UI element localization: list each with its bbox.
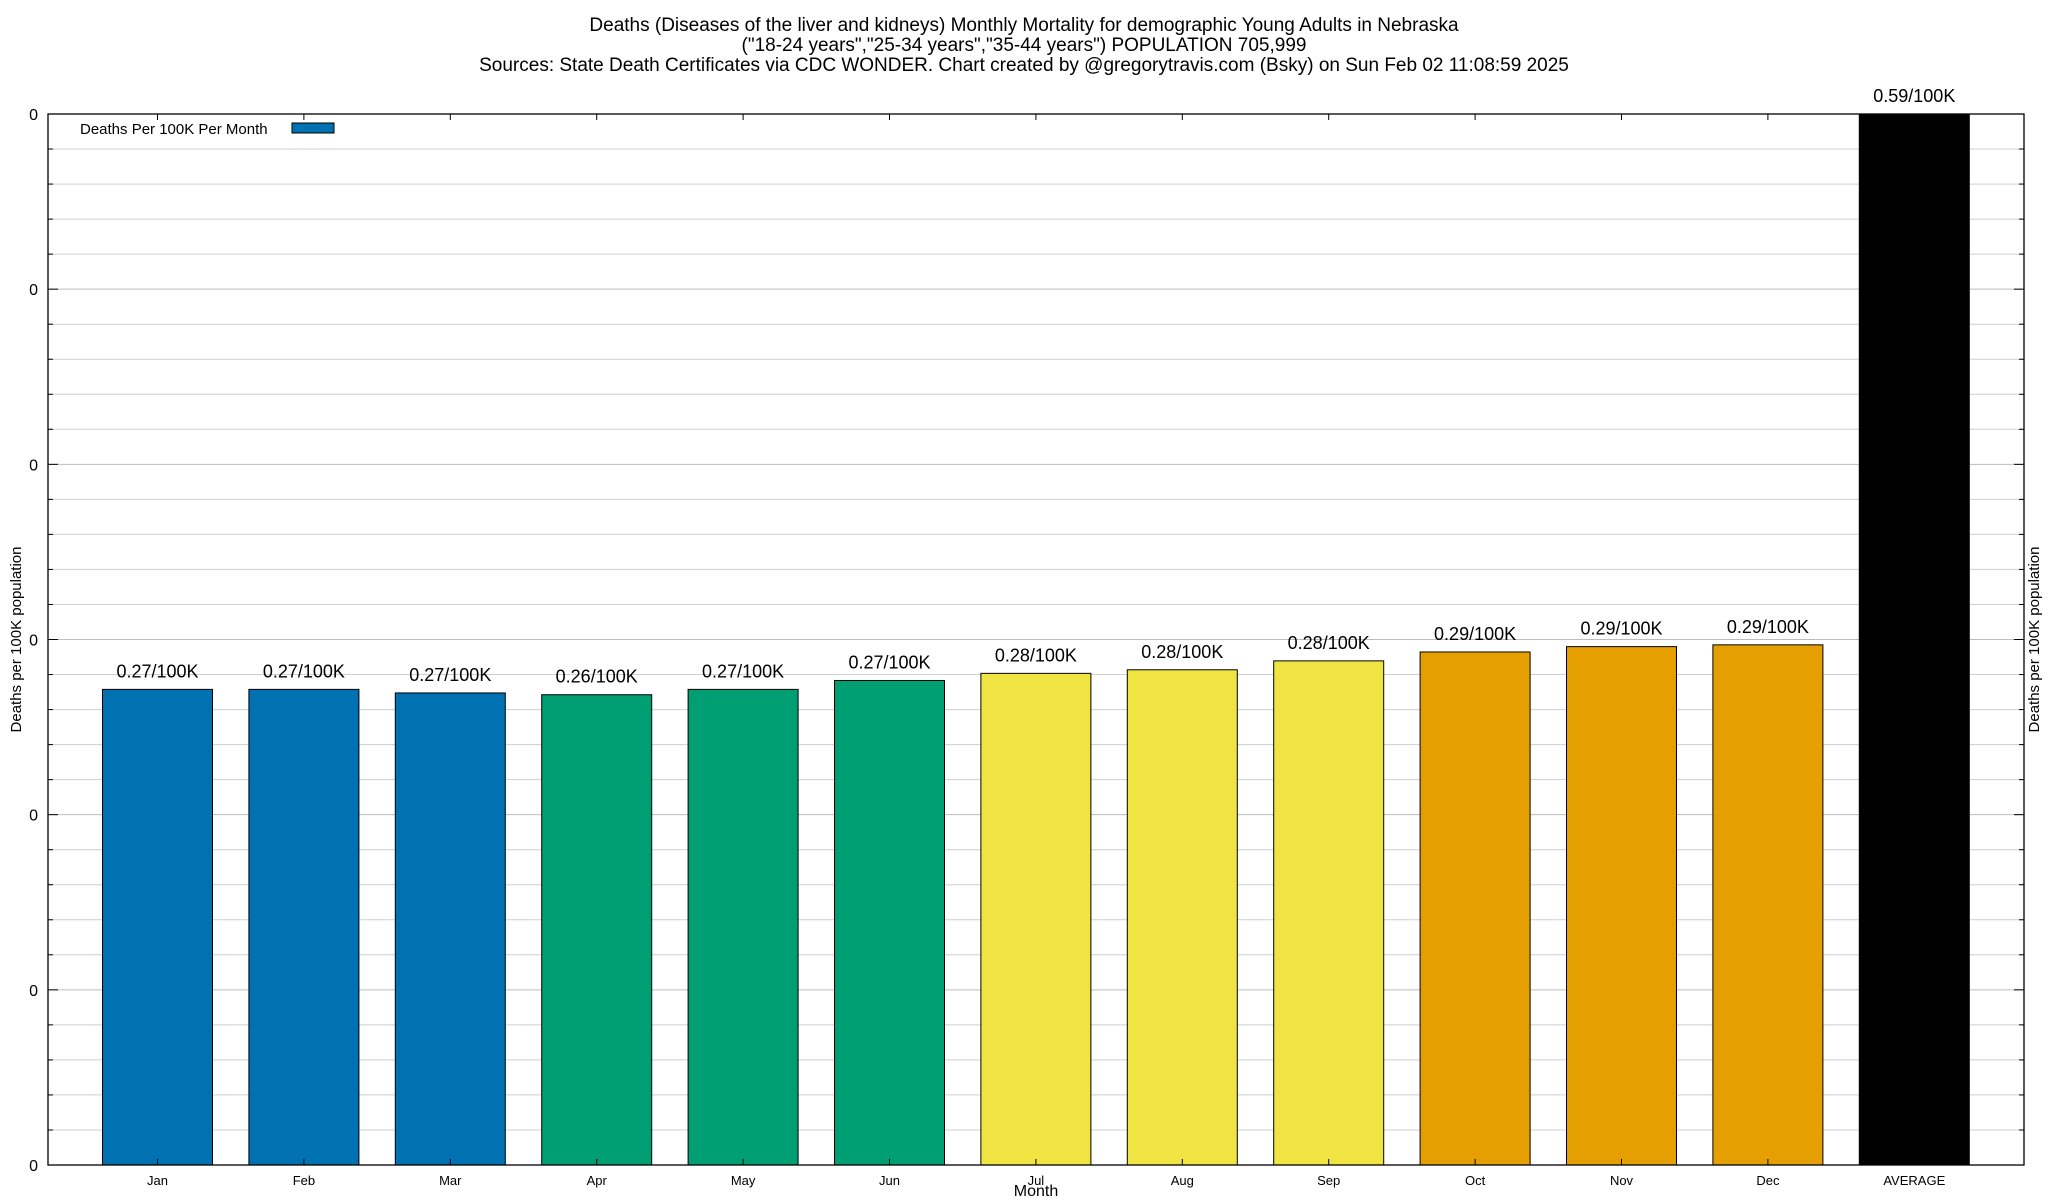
- x-tick-label: Feb: [293, 1173, 315, 1188]
- bar-nov: [1566, 646, 1677, 1166]
- y-axis-label-right: Deaths per 100K population: [2026, 547, 2043, 733]
- bar-value-label: 0.27/100K: [848, 652, 930, 672]
- bar-apr: [541, 694, 653, 1166]
- x-tick-label: May: [731, 1173, 756, 1188]
- legend-label: Deaths Per 100K Per Month: [80, 121, 268, 138]
- bar-value-label: 0.28/100K: [1288, 633, 1370, 653]
- bar-value-label: 0.28/100K: [995, 645, 1077, 665]
- bar-oct: [1419, 651, 1531, 1166]
- y-tick-label: 0: [29, 457, 38, 474]
- bar-value-label: 0.26/100K: [556, 667, 638, 687]
- title-line-1: Deaths (Diseases of the liver and kidney…: [589, 15, 1459, 36]
- y-tick-label: 0: [29, 107, 38, 124]
- bar-dec: [1712, 644, 1824, 1166]
- bar-value-label: 0.28/100K: [1141, 642, 1223, 662]
- y-tick-label: 0: [29, 808, 38, 825]
- x-tick-label: Dec: [1756, 1173, 1780, 1188]
- x-tick-label: AVERAGE: [1883, 1173, 1945, 1188]
- x-tick-label: Jun: [879, 1173, 900, 1188]
- legend: Deaths Per 100K Per Month: [80, 121, 335, 138]
- bar-jul: [980, 672, 1092, 1166]
- bar-feb: [248, 688, 360, 1166]
- bars: [102, 113, 1970, 1166]
- y-tick-label: 0: [29, 282, 38, 299]
- title-line-2: ("18-24 years","25-34 years","35-44 year…: [742, 35, 1307, 56]
- legend-swatch: [291, 122, 335, 134]
- bar-value-label: 0.29/100K: [1434, 624, 1516, 644]
- y-tick-label: 0: [29, 1158, 38, 1175]
- x-tick-labels: Jan Feb Mar Apr May Jun Jul Aug Sep Oct Nov Dec AVER…: [147, 1173, 1946, 1188]
- y-axis-label-left: Deaths per 100K population: [8, 547, 25, 733]
- bar-value-label: 0.27/100K: [263, 661, 345, 681]
- plot-frame: [47, 113, 2025, 1166]
- bar-value-label: 0.29/100K: [1727, 617, 1809, 637]
- bar-value-label: 0.29/100K: [1580, 619, 1662, 639]
- x-axis-label: Month: [1014, 1183, 1058, 1200]
- x-tick-label: Mar: [439, 1173, 462, 1188]
- title-line-3: Sources: State Death Certificates via CD…: [479, 55, 1569, 76]
- bar-may: [687, 688, 799, 1166]
- x-tick-label: Apr: [587, 1173, 608, 1188]
- bar-mar: [394, 692, 506, 1166]
- bar-value-label: 0.27/100K: [116, 661, 198, 681]
- bar-jan: [102, 688, 213, 1166]
- chart-title: Deaths (Diseases of the liver and kidney…: [479, 15, 1569, 76]
- bar-value-labels: 0.27/100K 0.27/100K 0.27/100K 0.26/100K 0.27…: [116, 86, 1955, 687]
- y-tick-label: 0: [29, 983, 38, 1000]
- y-tick-label: 0: [29, 633, 38, 650]
- x-tick-label: Jan: [147, 1173, 168, 1188]
- x-tick-label: Jul: [1028, 1173, 1045, 1188]
- bar-sep: [1273, 660, 1385, 1166]
- x-tick-label: Aug: [1171, 1173, 1194, 1188]
- bar-jun: [834, 679, 945, 1166]
- x-tick-label: Oct: [1465, 1173, 1486, 1188]
- bar-value-label: 0.27/100K: [702, 661, 784, 681]
- x-tick-label: Sep: [1317, 1173, 1340, 1188]
- x-tick-label: Nov: [1610, 1173, 1634, 1188]
- bar-average: [1858, 113, 1970, 1166]
- y-tick-labels: 0 0 0 0 0 0 0: [29, 107, 38, 1175]
- bar-value-label: 0.59/100K: [1873, 86, 1955, 106]
- bar-aug: [1126, 669, 1238, 1166]
- bar-value-label: 0.27/100K: [409, 665, 491, 685]
